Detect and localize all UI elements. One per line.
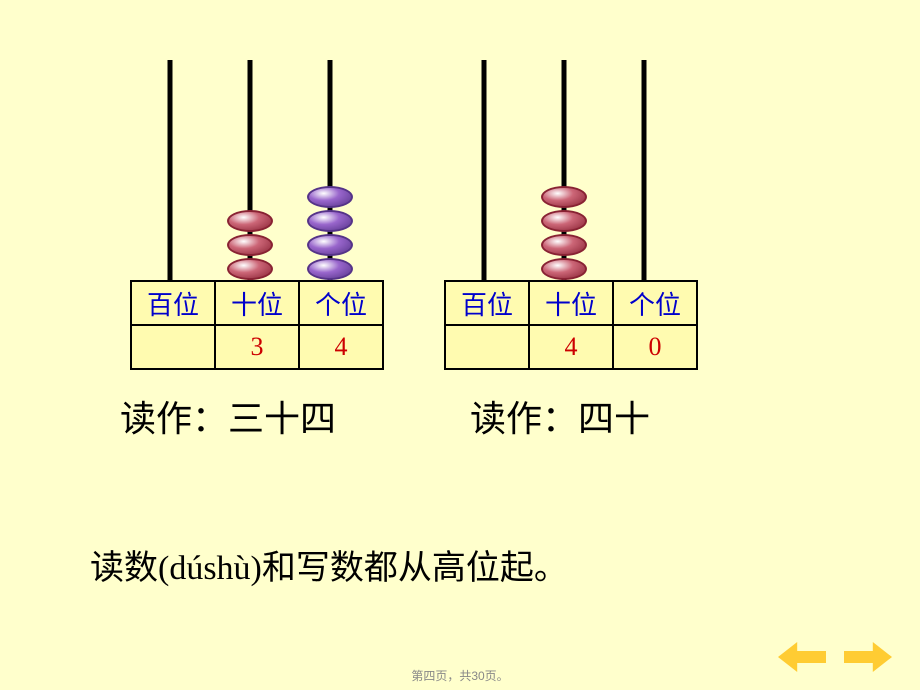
next-arrow-icon[interactable] <box>844 642 892 672</box>
bead-icon <box>227 258 273 280</box>
bead-icon <box>307 210 353 232</box>
bead-icon <box>307 186 353 208</box>
bead-icon <box>307 258 353 280</box>
digit-cell <box>131 325 215 369</box>
bead-icon <box>541 258 587 280</box>
bead-icon <box>307 234 353 256</box>
digit-cell: 4 <box>299 325 383 369</box>
digit-cell: 0 <box>613 325 697 369</box>
abacus-rod <box>130 60 210 280</box>
place-value-table: 百位十位个位34 <box>130 280 384 370</box>
abacus-2: 百位十位个位40 <box>444 60 698 370</box>
bead-icon <box>227 210 273 232</box>
digit-cell: 4 <box>529 325 613 369</box>
abacus-rod <box>210 60 290 280</box>
place-label: 个位 <box>299 281 383 325</box>
bead-icon <box>541 210 587 232</box>
reading-text-2: 读作：四十 <box>470 390 650 442</box>
bead-icon <box>227 234 273 256</box>
digit-cell <box>445 325 529 369</box>
rule-text: 读数(dúshù)和写数都从高位起。 <box>90 540 568 589</box>
abacus-1: 百位十位个位34 <box>130 60 384 370</box>
place-value-table: 百位十位个位40 <box>444 280 698 370</box>
nav-arrows <box>778 642 892 672</box>
reading-text-1: 读作：三十四 <box>120 390 336 442</box>
abacus-rod <box>444 60 524 280</box>
abacus-rod <box>604 60 684 280</box>
bead-icon <box>541 186 587 208</box>
prev-arrow-icon[interactable] <box>778 642 826 672</box>
place-label: 百位 <box>131 281 215 325</box>
place-label: 十位 <box>529 281 613 325</box>
digit-cell: 3 <box>215 325 299 369</box>
place-label: 百位 <box>445 281 529 325</box>
abacus-diagram-row: 百位十位个位34百位十位个位40 <box>130 60 698 370</box>
place-label: 十位 <box>215 281 299 325</box>
abacus-rod <box>290 60 370 280</box>
abacus-rod <box>524 60 604 280</box>
place-label: 个位 <box>613 281 697 325</box>
bead-icon <box>541 234 587 256</box>
